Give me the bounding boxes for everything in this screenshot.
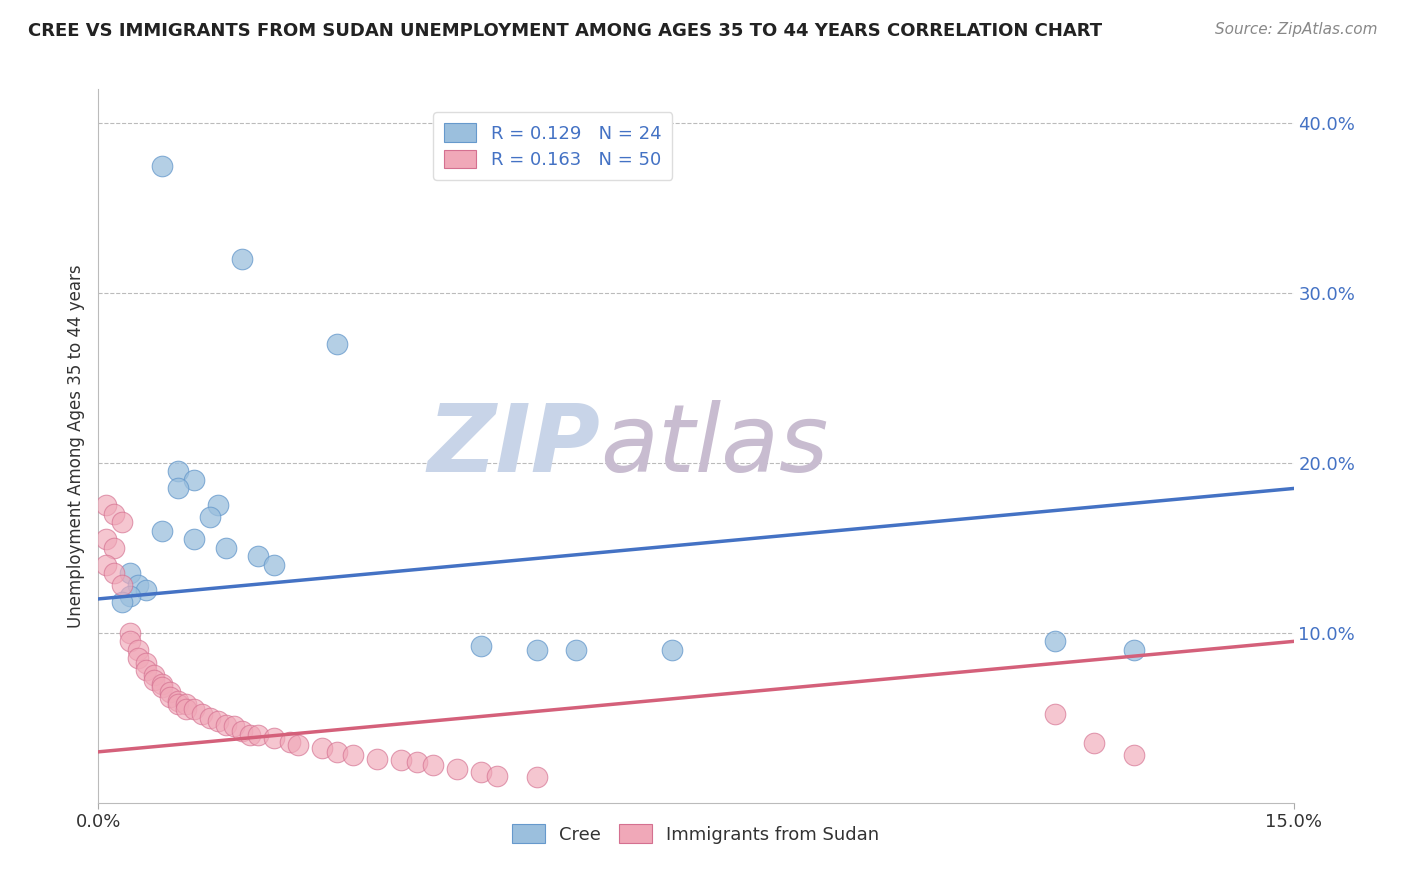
Point [311,741,333,756]
Point [111,595,134,609]
Point [135,583,157,598]
Point [278,734,301,748]
Point [342,748,364,763]
Point [326,337,349,351]
Point [120,589,142,603]
Point [470,640,492,654]
Point [1123,748,1146,763]
Point [263,558,285,572]
Point [485,769,508,783]
Point [103,541,125,555]
Point [120,626,142,640]
Point [326,745,349,759]
Point [159,690,181,705]
Point [246,549,269,564]
Point [150,677,173,691]
Point [1043,634,1066,648]
Point [127,651,149,665]
Point [159,685,181,699]
Point [120,566,142,581]
Point [174,698,197,712]
Point [231,724,253,739]
Point [1083,736,1105,750]
Text: Source: ZipAtlas.com: Source: ZipAtlas.com [1215,22,1378,37]
Point [127,643,149,657]
Point [446,762,468,776]
Point [183,533,205,547]
Point [422,758,444,772]
Point [287,738,309,752]
Point [231,252,253,266]
Point [96,558,118,572]
Point [135,663,157,677]
Point [150,159,173,173]
Point [1043,707,1066,722]
Point [389,753,412,767]
Point [263,731,285,746]
Point [167,698,190,712]
Point [1123,643,1146,657]
Point [198,510,221,524]
Point [406,755,429,769]
Point [167,465,190,479]
Point [661,643,683,657]
Point [191,707,214,722]
Point [150,680,173,694]
Point [526,770,548,784]
Point [526,643,548,657]
Point [183,702,205,716]
Point [96,499,118,513]
Point [143,673,166,688]
Point [366,751,388,765]
Point [222,719,245,733]
Text: CREE VS IMMIGRANTS FROM SUDAN UNEMPLOYMENT AMONG AGES 35 TO 44 YEARS CORRELATION: CREE VS IMMIGRANTS FROM SUDAN UNEMPLOYME… [28,22,1102,40]
Point [239,728,262,742]
Point [167,694,190,708]
Text: atlas: atlas [600,401,828,491]
Point [120,634,142,648]
Point [207,499,229,513]
Point [96,533,118,547]
Point [103,566,125,581]
Point [246,728,269,742]
Point [198,711,221,725]
Point [111,516,134,530]
Point [565,643,588,657]
Point [215,717,238,731]
Point [183,473,205,487]
Point [470,765,492,780]
Point [135,657,157,671]
Point [167,482,190,496]
Point [207,714,229,729]
Point [174,702,197,716]
Point [150,524,173,538]
Point [127,578,149,592]
Text: ZIP: ZIP [427,400,600,492]
Y-axis label: Unemployment Among Ages 35 to 44 years: Unemployment Among Ages 35 to 44 years [66,264,84,628]
Point [111,578,134,592]
Point [103,507,125,521]
Point [215,541,238,555]
Legend: Cree, Immigrants from Sudan: Cree, Immigrants from Sudan [505,817,887,851]
Point [143,668,166,682]
